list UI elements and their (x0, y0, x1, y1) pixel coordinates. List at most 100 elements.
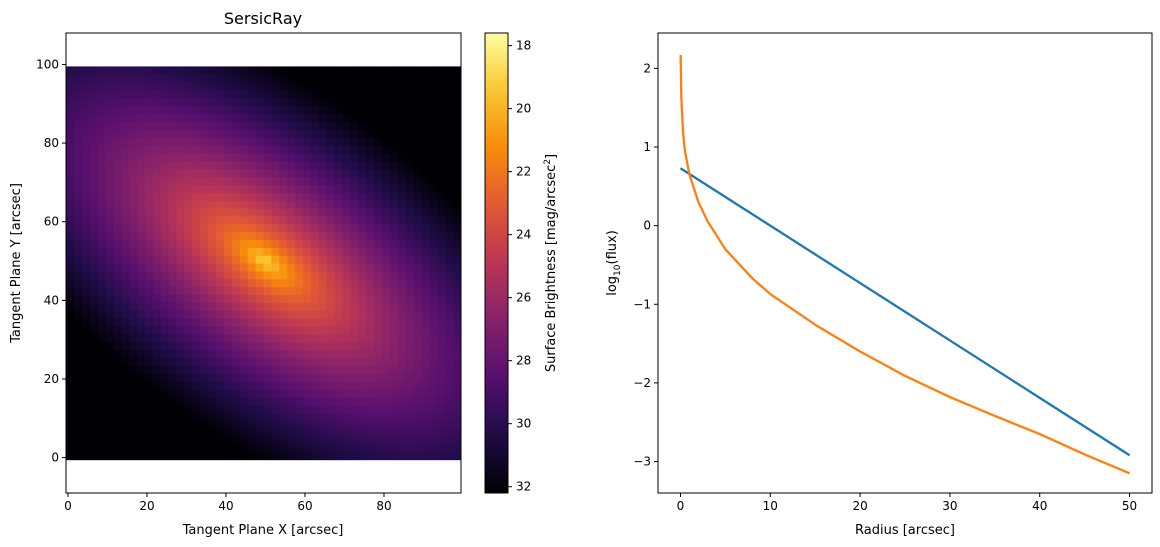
heatmap-cell (255, 223, 265, 233)
heatmap-cell (350, 451, 359, 461)
heatmap-cell (216, 294, 225, 303)
heatmap-cell (113, 396, 122, 406)
heatmap-cell (168, 176, 178, 185)
heatmap-cell (97, 137, 107, 146)
heatmap-cell (129, 255, 138, 264)
heatmap-cell (334, 215, 344, 225)
heatmap-cell (263, 97, 272, 107)
heatmap-cell (208, 349, 217, 358)
heatmap-cell (184, 325, 193, 335)
heatmap-cell (73, 388, 83, 398)
heatmap-cell (429, 239, 438, 248)
heatmap-cell (271, 412, 280, 421)
heatmap-cell (129, 239, 138, 248)
heatmap-cell (105, 145, 114, 154)
heatmap-cell (81, 412, 91, 421)
heatmap-cell (239, 137, 249, 146)
heatmap-cell (200, 200, 209, 209)
heatmap-cell (89, 200, 99, 209)
heatmap-cell (318, 365, 328, 374)
heatmap-cell (437, 160, 446, 170)
heatmap-cell (73, 66, 83, 75)
heatmap-cell (89, 247, 99, 256)
heatmap-cell (421, 129, 430, 138)
heatmap-cell (105, 396, 114, 406)
heatmap-cell (137, 263, 146, 272)
heatmap-cell (145, 443, 154, 453)
heatmap-cell (279, 357, 288, 366)
heatmap-cell (429, 176, 438, 185)
heatmap-cell (303, 184, 312, 193)
heatmap-cell (310, 263, 320, 272)
heatmap-cell (358, 380, 367, 390)
heatmap-cell (231, 302, 241, 311)
heatmap-cell (224, 97, 233, 107)
heatmap-cell (287, 97, 296, 107)
heatmap-cell (263, 184, 272, 193)
heatmap-cell (413, 310, 423, 319)
heatmap-cell (374, 66, 383, 75)
heatmap-cell (318, 82, 328, 91)
heatmap-cell (342, 247, 351, 256)
heatmap-cell (184, 341, 193, 351)
heatmap-cell (389, 121, 399, 130)
heatmap-cell (382, 341, 391, 351)
heatmap-cell (145, 207, 154, 217)
heatmap-cell (66, 357, 75, 366)
heatmap-cell (208, 176, 217, 185)
heatmap-cell (303, 365, 312, 374)
image-y-axis-label: Tangent Plane Y [arcsec] (9, 183, 24, 344)
heatmap-cell (453, 74, 461, 83)
heatmap-cell (342, 82, 351, 91)
heatmap-cell (287, 270, 296, 280)
heatmap-cell (389, 420, 399, 429)
heatmap-cell (382, 302, 391, 311)
heatmap-cell (310, 412, 320, 421)
heatmap-cell (192, 443, 201, 453)
heatmap-cell (453, 318, 461, 327)
heatmap-cell (216, 113, 225, 123)
heatmap-cell (200, 121, 209, 130)
heatmap-cell (152, 451, 162, 461)
heatmap-cell (113, 97, 122, 107)
heatmap-cell (271, 278, 280, 288)
line-y-axis-label-text: log (605, 276, 620, 296)
heatmap-cell (279, 231, 288, 241)
heatmap-cell (413, 247, 423, 256)
heatmap-cell (81, 380, 91, 390)
heatmap-cell (208, 97, 217, 107)
heatmap-cell (263, 357, 272, 366)
x-tick-label: 30 (942, 499, 957, 513)
heatmap-cell (224, 145, 233, 154)
heatmap-cell (421, 270, 430, 280)
heatmap-cell (358, 184, 367, 193)
heatmap-cell (247, 82, 257, 91)
heatmap-cell (389, 200, 399, 209)
heatmap-cell (137, 200, 146, 209)
heatmap-cell (137, 121, 146, 130)
heatmap-cell (453, 349, 461, 358)
heatmap-cell (397, 207, 407, 217)
heatmap-cell (334, 270, 344, 280)
heatmap-cell (216, 247, 225, 256)
heatmap-cell (113, 168, 122, 178)
heatmap-cell (263, 145, 272, 154)
heatmap-cell (239, 160, 249, 170)
heatmap-cell (105, 184, 114, 193)
heatmap-cell (89, 66, 99, 75)
heatmap-cell (184, 207, 193, 217)
heatmap-cell (160, 294, 170, 303)
heatmap-cell (358, 349, 367, 358)
heatmap-cell (389, 349, 399, 358)
heatmap-cell (334, 176, 344, 185)
heatmap-cell (81, 152, 91, 162)
heatmap-cell (318, 90, 328, 99)
heatmap-cell (239, 66, 249, 75)
heatmap-cell (271, 286, 280, 296)
heatmap-cell (303, 388, 312, 398)
heatmap-cell (358, 192, 367, 201)
heatmap-cell (318, 184, 328, 193)
heatmap-cell (89, 105, 99, 115)
colorbar-tick-label: 18 (516, 39, 531, 53)
